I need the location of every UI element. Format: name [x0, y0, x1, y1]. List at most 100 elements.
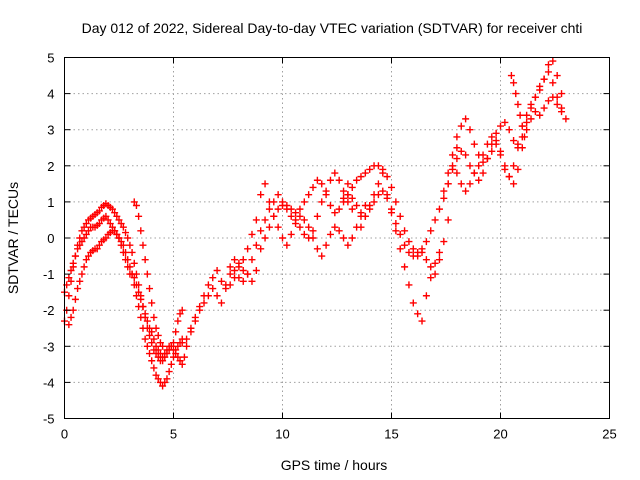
data-point	[392, 198, 400, 206]
data-point	[67, 266, 75, 274]
data-point	[435, 256, 443, 264]
data-point	[244, 245, 252, 253]
data-point	[204, 292, 212, 300]
data-point	[82, 220, 90, 228]
data-point	[74, 285, 82, 293]
data-point	[159, 382, 167, 390]
data-point	[150, 313, 158, 321]
data-point	[102, 234, 110, 242]
data-point	[520, 133, 528, 141]
data-point	[146, 324, 154, 332]
data-point	[510, 79, 518, 87]
data-point	[300, 230, 308, 238]
data-point	[444, 169, 452, 177]
data-point	[174, 317, 182, 325]
data-point	[178, 306, 186, 314]
data-point	[453, 155, 461, 163]
data-point	[318, 198, 326, 206]
data-point	[516, 111, 524, 119]
data-point	[405, 248, 413, 256]
data-point	[313, 212, 321, 220]
series-track-10	[357, 169, 443, 325]
data-point	[388, 183, 395, 191]
y-tick-label: -4	[43, 375, 55, 390]
data-point	[174, 342, 182, 350]
x-tick-label: 10	[275, 427, 289, 442]
data-point	[283, 205, 291, 213]
data-point	[226, 270, 234, 278]
data-point	[479, 169, 487, 177]
data-point	[292, 209, 300, 217]
data-point	[396, 245, 404, 253]
data-point	[274, 223, 282, 231]
data-point	[462, 151, 470, 159]
data-point	[475, 176, 483, 184]
data-point	[431, 216, 439, 224]
data-point	[470, 169, 478, 177]
data-point	[139, 241, 147, 249]
data-point	[135, 288, 143, 296]
y-tick-label: 2	[47, 159, 54, 174]
data-point	[71, 252, 79, 260]
data-point	[270, 212, 278, 220]
data-point	[501, 162, 509, 170]
data-point	[422, 292, 430, 300]
data-point	[148, 357, 156, 365]
data-point	[531, 108, 539, 116]
data-point	[106, 220, 114, 228]
data-point	[313, 176, 321, 184]
series-track-14	[507, 72, 528, 141]
data-point	[154, 346, 162, 354]
data-point	[80, 263, 88, 271]
data-point	[444, 216, 452, 224]
data-point	[331, 169, 339, 177]
data-point	[257, 191, 265, 199]
data-point	[483, 155, 491, 163]
data-point	[115, 234, 123, 242]
data-point	[444, 180, 452, 188]
y-tick-label: -3	[43, 339, 55, 354]
data-point	[74, 245, 82, 253]
data-point	[244, 270, 252, 278]
data-point	[396, 212, 404, 220]
data-point	[130, 274, 138, 282]
data-point	[137, 227, 145, 235]
data-point	[172, 328, 180, 336]
data-point	[440, 238, 448, 246]
data-point	[379, 187, 387, 195]
data-point	[117, 241, 125, 249]
data-point	[357, 173, 365, 181]
data-point	[357, 223, 365, 231]
data-point	[518, 122, 526, 130]
x-tick-label: 20	[493, 427, 507, 442]
data-point	[122, 256, 130, 264]
series-track-6	[187, 169, 356, 336]
data-point	[163, 346, 171, 354]
y-tick-label: -1	[43, 267, 55, 282]
data-point	[440, 187, 448, 195]
data-point	[401, 241, 409, 249]
data-point	[309, 183, 317, 191]
data-point	[178, 360, 186, 368]
data-point	[335, 227, 343, 235]
series-track-3	[65, 227, 191, 368]
data-point	[126, 241, 134, 249]
data-point	[422, 238, 430, 246]
data-point	[141, 310, 149, 318]
data-point	[137, 295, 145, 303]
data-point	[544, 61, 552, 69]
data-point	[132, 281, 140, 289]
data-point	[180, 353, 188, 361]
data-point	[300, 198, 308, 206]
data-point	[558, 90, 566, 98]
data-point	[146, 285, 154, 293]
data-point	[449, 165, 457, 173]
data-point	[84, 252, 92, 260]
x-axis-label: GPS time / hours	[281, 457, 388, 473]
data-point	[505, 126, 513, 134]
data-point	[248, 277, 256, 285]
data-point	[231, 256, 239, 264]
x-tick-label: 0	[61, 427, 68, 442]
data-point	[95, 207, 103, 215]
data-point	[457, 147, 465, 155]
